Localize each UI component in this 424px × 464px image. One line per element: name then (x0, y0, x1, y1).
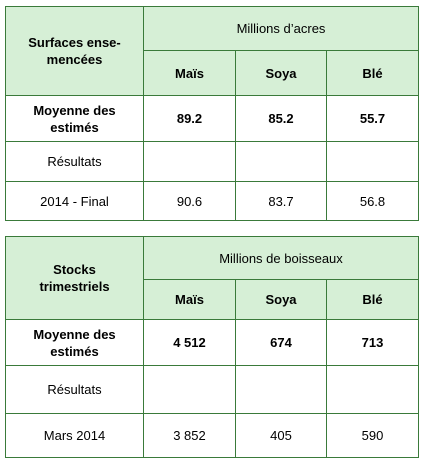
cell-soya: 85.2 (235, 95, 327, 142)
table-row: Mars 2014 3 852 405 590 (5, 413, 420, 458)
table-row: Moyenne des estimés 4 512 674 713 (5, 319, 420, 366)
cell-ble: 56.8 (325, 181, 420, 221)
col-header-soya: Soya (235, 279, 327, 320)
row-label: Résultats (5, 365, 144, 414)
cell-ble: 55.7 (325, 95, 420, 142)
cell-ble (325, 141, 420, 182)
cell-soya: 83.7 (235, 181, 327, 221)
row-label: Moyenne des estimés (5, 319, 144, 366)
table-row: Résultats (5, 141, 420, 182)
cell-mais: 90.6 (143, 181, 236, 221)
unit-label: Millions d’acres (236, 21, 326, 36)
cell-mais (143, 365, 236, 414)
row-label: Résultats (5, 141, 144, 182)
cell-soya: 405 (235, 413, 327, 458)
cell-soya (235, 141, 327, 182)
row-label: 2014 - Final (5, 181, 144, 221)
cell-soya: 674 (235, 319, 327, 366)
stocks-table: Stocks trimestriels Millions de boisseau… (5, 236, 420, 458)
unit-header: Millions de boisseaux (142, 236, 420, 280)
row-label: Moyenne des estimés (5, 95, 144, 142)
surfaces-corner-header: Surfaces ense- mencées (5, 6, 144, 96)
cell-mais: 3 852 (143, 413, 236, 458)
col-header-ble: Blé (325, 279, 420, 320)
cell-ble (325, 365, 420, 414)
col-header-soya: Soya (235, 50, 327, 96)
corner-label: Surfaces ense- mencées (28, 35, 121, 67)
cell-ble: 713 (325, 319, 420, 366)
cell-mais: 4 512 (143, 319, 236, 366)
unit-label: Millions de boisseaux (219, 250, 343, 266)
surfaces-table: Surfaces ense- mencées Millions d’acres … (5, 6, 420, 221)
cell-mais: 89.2 (143, 95, 236, 142)
table-row: Moyenne des estimés 89.2 85.2 55.7 (5, 95, 420, 142)
cell-mais (143, 141, 236, 182)
stocks-corner-header: Stocks trimestriels (5, 236, 144, 320)
col-header-ble: Blé (325, 50, 420, 96)
cell-ble: 590 (325, 413, 420, 458)
cell-soya (235, 365, 327, 414)
unit-header: Millions d’acres (142, 6, 420, 51)
col-header-mais: Maïs (143, 50, 236, 96)
table-row: Résultats (5, 365, 420, 414)
row-label: Mars 2014 (5, 413, 144, 458)
corner-label: Stocks trimestriels (39, 262, 110, 294)
col-header-mais: Maïs (143, 279, 236, 320)
table-row: 2014 - Final 90.6 83.7 56.8 (5, 181, 420, 221)
